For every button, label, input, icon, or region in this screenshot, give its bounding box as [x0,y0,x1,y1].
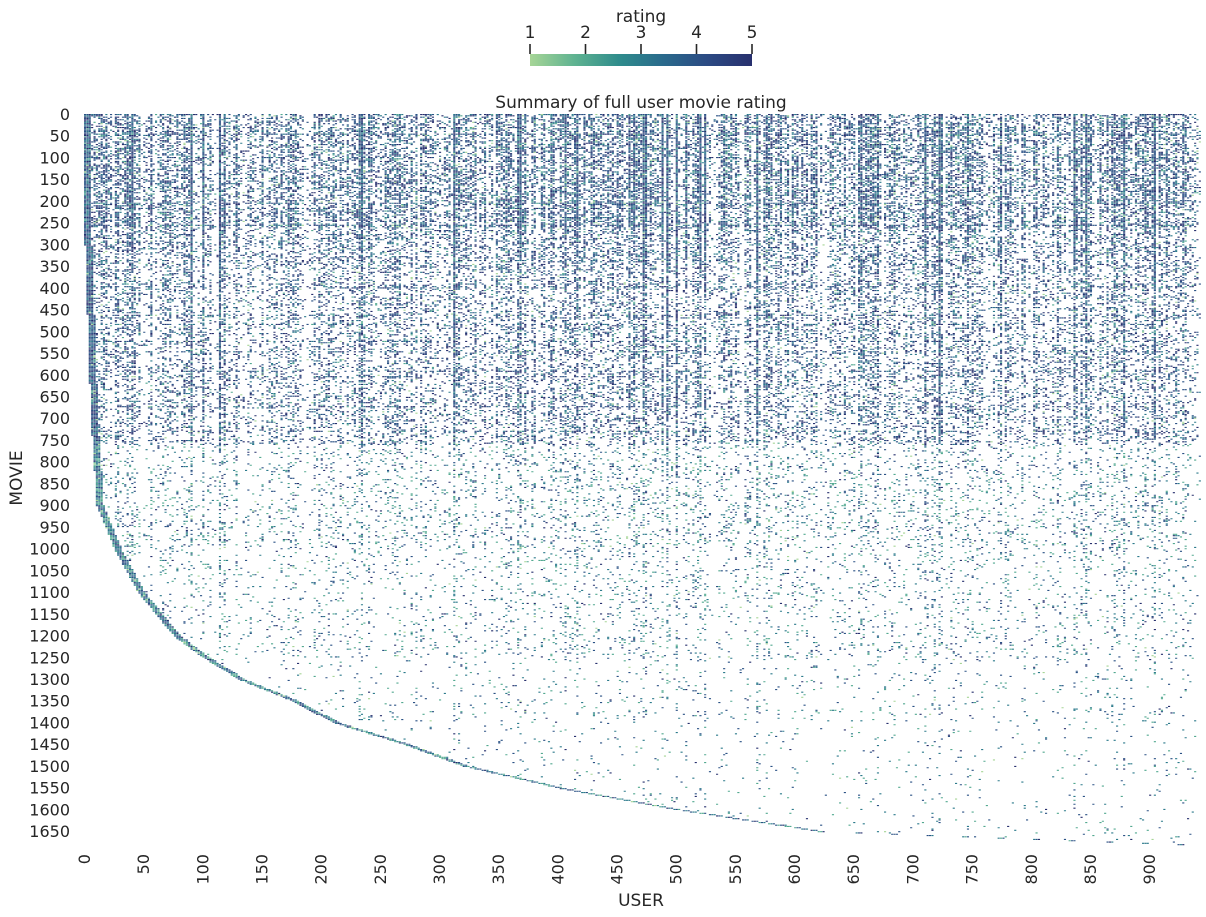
x-tick-label: 50 [134,854,153,874]
y-tick-label: 1550 [29,779,70,798]
colorbar-tick-label: 5 [747,23,758,43]
y-tick-label: 1300 [29,670,70,689]
y-tick-label: 1150 [29,605,70,624]
y-tick-label: 200 [39,192,70,211]
y-tick-label: 850 [39,474,70,493]
heatmap-cell-group [84,114,1201,841]
y-tick-label: 250 [39,214,70,233]
x-tick-label: 550 [726,854,745,885]
x-tick-label: 650 [844,854,863,885]
colorbar-tick-label: 1 [525,23,536,43]
heatmap-cell-group [84,114,1201,842]
y-tick-label: 1350 [29,692,70,711]
y-tick-label: 0 [60,105,70,124]
y-tick-label: 800 [39,453,70,472]
x-axis-ticks: 0 50 100 150 200 250 300 350 400 450 500 550 600 650 7… [75,854,1159,885]
y-tick-label: 1600 [29,800,70,819]
x-tick-label: 150 [253,854,272,885]
y-axis-ticks: 0 50 100 150 200 250 300 350 400 450 500 550 600 650 7… [29,105,70,841]
y-tick-label: 650 [39,387,70,406]
y-tick-label: 450 [39,301,70,320]
y-tick-label: 150 [39,170,70,189]
heatmap-cell-group [84,114,1201,846]
y-tick-label: 1000 [29,540,70,559]
y-tick-label: 1200 [29,627,70,646]
x-tick-label: 350 [489,854,508,885]
x-tick-label: 800 [1022,854,1041,885]
y-tick-label: 1500 [29,757,70,776]
y-tick-label: 300 [39,235,70,254]
y-tick-label: 350 [39,257,70,276]
x-tick-label: 250 [371,854,390,885]
y-tick-label: 600 [39,366,70,385]
x-tick-label: 400 [548,854,567,885]
x-tick-label: 600 [785,854,804,885]
y-tick-label: 900 [39,496,70,515]
colorbar: rating 1 2 3 4 5 [525,7,758,66]
colorbar-tick-label: 4 [691,23,702,43]
y-tick-label: 1400 [29,713,70,732]
y-tick-label: 100 [39,148,70,167]
colorbar-ticks: 1 2 3 4 5 [525,23,758,54]
x-tick-label: 850 [1081,854,1100,885]
x-axis-label: USER [618,891,664,911]
y-tick-label: 400 [39,279,70,298]
x-tick-label: 100 [193,854,212,885]
y-tick-label: 1050 [29,561,70,580]
y-axis-label: MOVIE [7,450,27,505]
x-tick-label: 700 [903,854,922,885]
y-tick-label: 50 [50,127,70,146]
colorbar-gradient [530,54,752,66]
y-tick-label: 1100 [29,583,70,602]
y-tick-label: 1650 [29,822,70,841]
x-tick-label: 750 [963,854,982,885]
colorbar-tick-label: 2 [580,23,591,43]
x-tick-label: 500 [667,854,686,885]
y-tick-label: 500 [39,322,70,341]
y-tick-label: 550 [39,344,70,363]
y-tick-label: 950 [39,518,70,537]
x-tick-label: 900 [1140,854,1159,885]
x-tick-label: 200 [312,854,331,885]
x-tick-label: 450 [608,854,627,885]
heatmap-cell-group [84,114,1201,846]
y-tick-label: 1250 [29,648,70,667]
x-tick-label: 300 [430,854,449,885]
colorbar-label: rating [616,7,666,27]
y-tick-label: 700 [39,409,70,428]
heatmap-cell-group [84,114,1201,846]
chart-title: Summary of full user movie rating [495,93,786,113]
x-tick-label: 0 [75,854,94,864]
y-tick-label: 1450 [29,735,70,754]
heatmap-cells [84,114,1201,846]
y-tick-label: 750 [39,431,70,450]
colorbar-tick-label: 3 [636,23,647,43]
